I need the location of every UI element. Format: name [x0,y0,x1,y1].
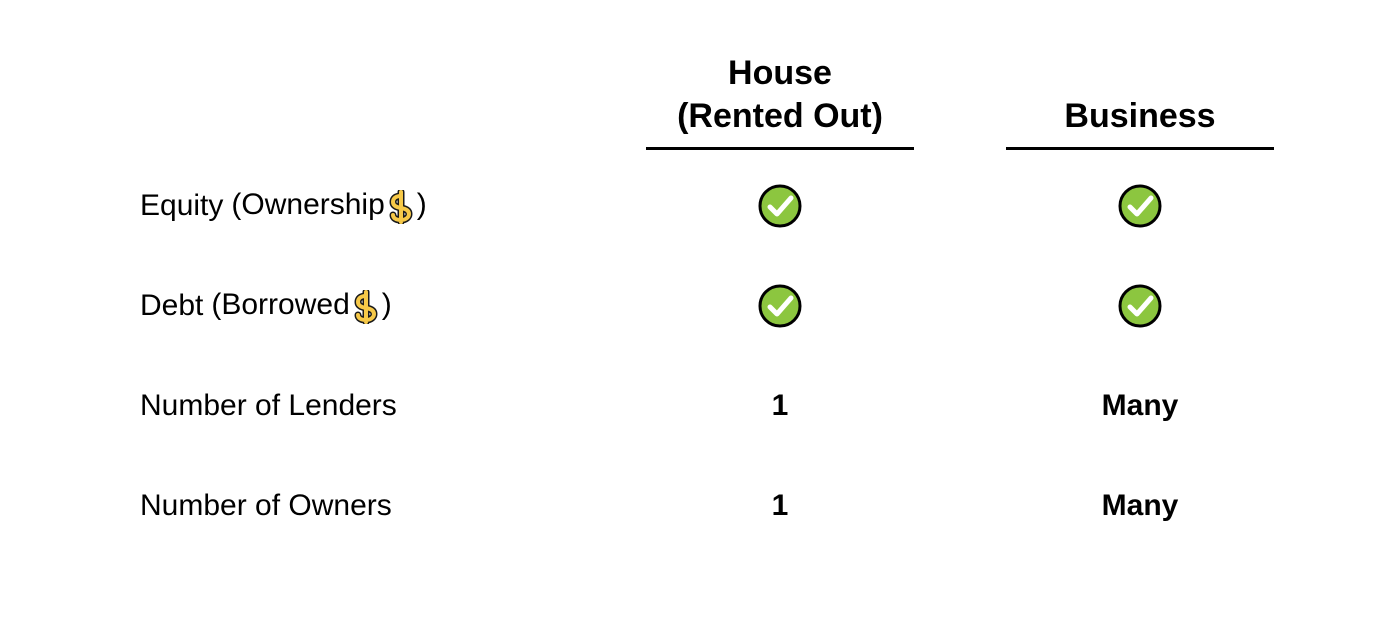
cell-equity-business [980,156,1300,256]
column-header-business: Business [1006,40,1274,150]
check-icon [1118,284,1162,328]
column-header-house: House (Rented Out) [646,40,914,150]
header-spacer [140,40,580,150]
cell-owners-house: 1 [620,456,940,556]
row-label-lenders: Number of Lenders [140,356,580,456]
check-icon [758,284,802,328]
cell-debt-house [620,256,940,356]
cell-equity-house [620,156,940,256]
cell-debt-business [980,256,1300,356]
dollar-icon [352,290,380,324]
cell-owners-business: Many [980,456,1300,556]
comparison-table: House (Rented Out) Business Equity (Owne… [0,0,1400,619]
row-label-owners: Number of Owners [140,456,580,556]
row-label-debt: Debt (Borrowed) [140,256,580,356]
cell-lenders-house: 1 [620,356,940,456]
check-icon [758,184,802,228]
dollar-icon [387,190,415,224]
cell-lenders-business: Many [980,356,1300,456]
check-icon [1118,184,1162,228]
row-label-equity: Equity (Ownership) [140,156,580,256]
